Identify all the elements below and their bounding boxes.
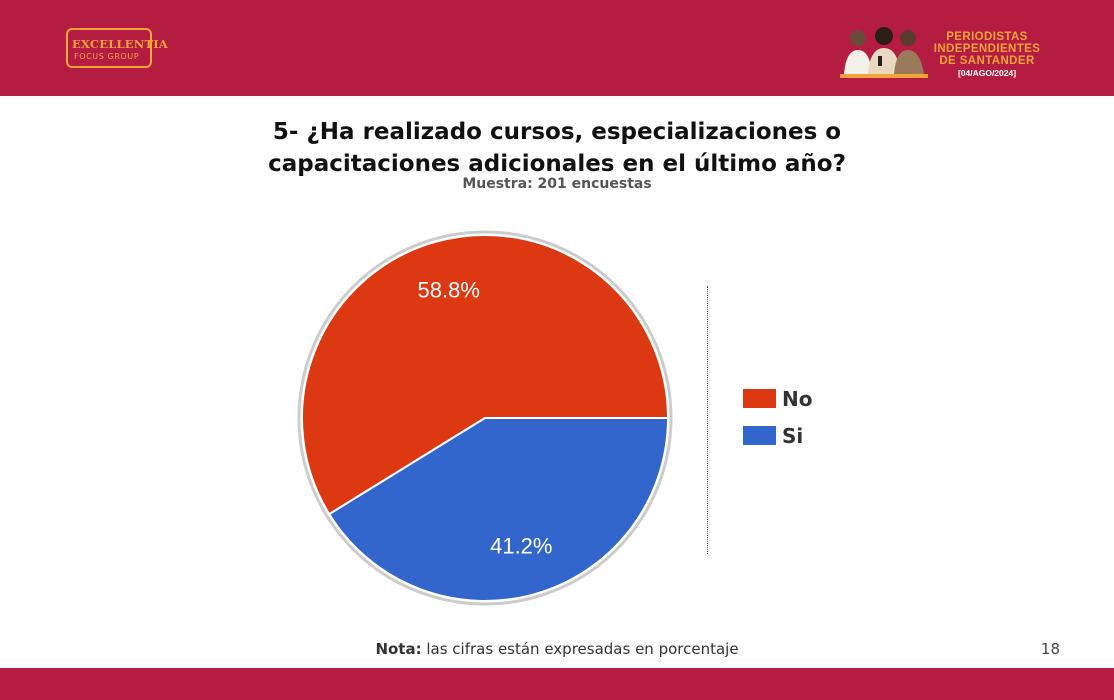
periodistas-date: [04/AGO/2024]	[957, 68, 1017, 78]
excellentia-logo: EXCELLENTIA FOCUS GROUP	[66, 28, 168, 74]
pie-label-no: 58.8%	[418, 278, 480, 303]
legend-label-si: Si	[782, 424, 804, 448]
periodistas-logo: PERIODISTAS INDEPENDIENTES DE SANTANDER …	[840, 24, 1054, 80]
pie-slice-si	[327, 417, 670, 602]
header-bar	[0, 0, 1114, 96]
note-text: las cifras están expresadas en porcentaj…	[421, 640, 739, 658]
people-illustration-icon	[840, 27, 928, 78]
pie-label-si: 41.2%	[490, 533, 552, 558]
chart-title: 5- ¿Ha realizado cursos, especializacion…	[268, 119, 846, 177]
chart-subtitle: Muestra: 201 encuestas	[462, 176, 652, 192]
legend-label-no: No	[782, 387, 813, 411]
pie-slices	[301, 234, 670, 602]
note-label: Nota:	[375, 640, 422, 658]
logo-frame	[66, 28, 152, 68]
periodistas-title: PERIODISTAS INDEPENDIENTES DE SANTANDER	[933, 31, 1041, 67]
page-number: 18	[1040, 640, 1060, 658]
legend-divider	[707, 286, 708, 554]
pie-labels: 58.8% 41.2%	[418, 278, 553, 559]
legend-swatch-si	[743, 426, 776, 445]
logo-name: EXCELLENTIA	[72, 37, 168, 51]
pie-slice-no	[301, 234, 670, 516]
logo-subtitle: FOCUS GROUP	[74, 52, 140, 61]
legend-swatch-no	[743, 389, 776, 408]
footnote: Nota: las cifras están expresadas en por…	[200, 640, 914, 658]
footer-bar	[0, 668, 1114, 700]
